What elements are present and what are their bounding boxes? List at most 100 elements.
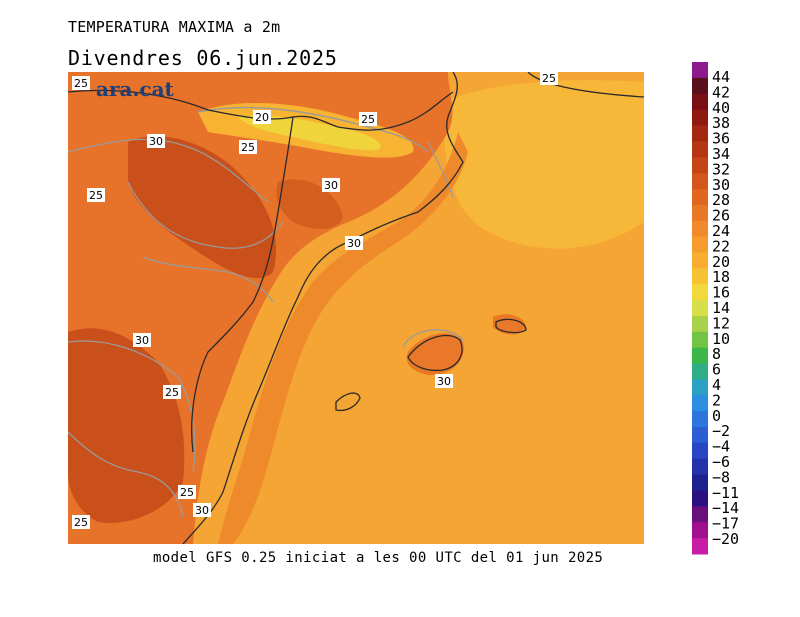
svg-text:30: 30 bbox=[135, 334, 149, 347]
ibiza bbox=[335, 392, 361, 412]
legend-swatch bbox=[692, 62, 708, 79]
isotherm-lines bbox=[68, 106, 464, 518]
legend-swatch bbox=[692, 93, 708, 111]
legend-label: 34 bbox=[712, 145, 730, 163]
legend-swatch bbox=[692, 395, 708, 412]
legend-label: 40 bbox=[712, 99, 730, 117]
legend-label: 20 bbox=[712, 253, 730, 271]
legend-swatch bbox=[692, 538, 708, 555]
legend-swatch bbox=[692, 188, 708, 206]
contour-label: 25 bbox=[540, 72, 558, 85]
mallorca bbox=[407, 334, 463, 372]
legend-label: −8 bbox=[712, 468, 730, 486]
legend-label: 38 bbox=[712, 114, 730, 132]
legend-label: 42 bbox=[712, 83, 730, 101]
model-footer: model GFS 0.25 iniciat a les 00 UTC del … bbox=[153, 550, 604, 566]
legend-label: 36 bbox=[712, 130, 730, 148]
aracat-logo: ara.cat bbox=[96, 77, 175, 101]
svg-text:30: 30 bbox=[324, 179, 338, 192]
svg-text:25: 25 bbox=[74, 516, 88, 529]
legend-label: 16 bbox=[712, 284, 730, 302]
legend-swatch bbox=[692, 427, 708, 444]
legend-label: 24 bbox=[712, 222, 730, 240]
legend-label: 22 bbox=[712, 237, 730, 255]
map-variable-title: TEMPERATURA MAXIMA a 2m bbox=[68, 18, 281, 36]
map-region-coast bbox=[218, 132, 468, 544]
svg-text:25: 25 bbox=[542, 72, 556, 85]
legend-bar bbox=[692, 62, 708, 555]
legend-swatch bbox=[692, 268, 708, 285]
legend-swatch bbox=[692, 506, 708, 523]
map-region-pyrenees-cold bbox=[238, 115, 381, 151]
contour-label: 25 bbox=[72, 515, 90, 529]
contour-label: 30 bbox=[193, 503, 211, 517]
legend-swatch bbox=[692, 347, 708, 365]
legend-swatch bbox=[692, 331, 708, 349]
legend-swatch bbox=[692, 379, 708, 396]
contour-label: 30 bbox=[147, 134, 165, 148]
legend-label: −14 bbox=[712, 499, 739, 517]
legend-swatch bbox=[692, 490, 708, 507]
legend-label: 2 bbox=[712, 391, 721, 409]
contour-label: 25 bbox=[178, 485, 196, 499]
color-legend: 4442403836343230282624222018161412108642… bbox=[692, 62, 739, 555]
legend-label: 32 bbox=[712, 160, 730, 178]
legend-swatch bbox=[692, 458, 708, 476]
contour-label: 30 bbox=[322, 178, 340, 192]
legend-swatch bbox=[692, 236, 708, 253]
legend-swatch bbox=[692, 109, 708, 126]
legend-label: −2 bbox=[712, 422, 730, 440]
legend-labels: 4442403836343230282624222018161412108642… bbox=[712, 68, 739, 548]
svg-text:30: 30 bbox=[149, 135, 163, 148]
legend-swatch bbox=[692, 363, 708, 380]
contour-label: 30 bbox=[345, 236, 363, 250]
legend-swatch bbox=[692, 411, 708, 428]
contour-label: 25 bbox=[72, 76, 90, 90]
legend-label: 26 bbox=[712, 207, 730, 225]
legend-swatch bbox=[692, 77, 708, 95]
svg-text:25: 25 bbox=[241, 141, 255, 154]
legend-label: −20 bbox=[712, 530, 739, 548]
legend-label: −4 bbox=[712, 438, 730, 456]
svg-text:30: 30 bbox=[195, 504, 209, 517]
legend-label: 10 bbox=[712, 330, 730, 348]
map-region-sea-cool bbox=[443, 80, 644, 249]
legend-swatch bbox=[692, 284, 708, 301]
legend-swatch bbox=[692, 315, 708, 333]
legend-swatch bbox=[692, 474, 708, 492]
legend-label: 4 bbox=[712, 376, 721, 394]
contour-label: 30 bbox=[435, 374, 453, 388]
legend-swatch bbox=[692, 522, 708, 539]
legend-label: −6 bbox=[712, 453, 730, 471]
map-region-hot-1 bbox=[128, 136, 277, 279]
svg-text:25: 25 bbox=[180, 486, 194, 499]
legend-swatch bbox=[692, 442, 708, 460]
legend-label: 30 bbox=[712, 176, 730, 194]
contour-label: 25 bbox=[163, 385, 181, 399]
legend-swatch bbox=[692, 141, 708, 158]
legend-label: 44 bbox=[712, 68, 730, 86]
contour-label: 25 bbox=[239, 140, 257, 154]
legend-label: 6 bbox=[712, 361, 721, 379]
svg-text:25: 25 bbox=[361, 113, 375, 126]
legend-label: 8 bbox=[712, 345, 721, 363]
legend-label: 12 bbox=[712, 314, 730, 332]
svg-text:20: 20 bbox=[255, 111, 269, 124]
legend-label: 28 bbox=[712, 191, 730, 209]
svg-text:30: 30 bbox=[347, 237, 361, 250]
menorca bbox=[495, 318, 527, 334]
legend-swatch bbox=[692, 157, 708, 174]
contour-label: 20 bbox=[253, 110, 271, 124]
contour-label: 25 bbox=[87, 188, 105, 202]
legend-label: −17 bbox=[712, 515, 739, 533]
legend-swatch bbox=[692, 125, 708, 142]
legend-label: 18 bbox=[712, 268, 730, 286]
legend-swatch bbox=[692, 300, 708, 317]
legend-swatch bbox=[692, 252, 708, 269]
legend-swatch bbox=[692, 173, 708, 190]
svg-text:25: 25 bbox=[165, 386, 179, 399]
svg-text:25: 25 bbox=[89, 189, 103, 202]
svg-text:30: 30 bbox=[437, 375, 451, 388]
